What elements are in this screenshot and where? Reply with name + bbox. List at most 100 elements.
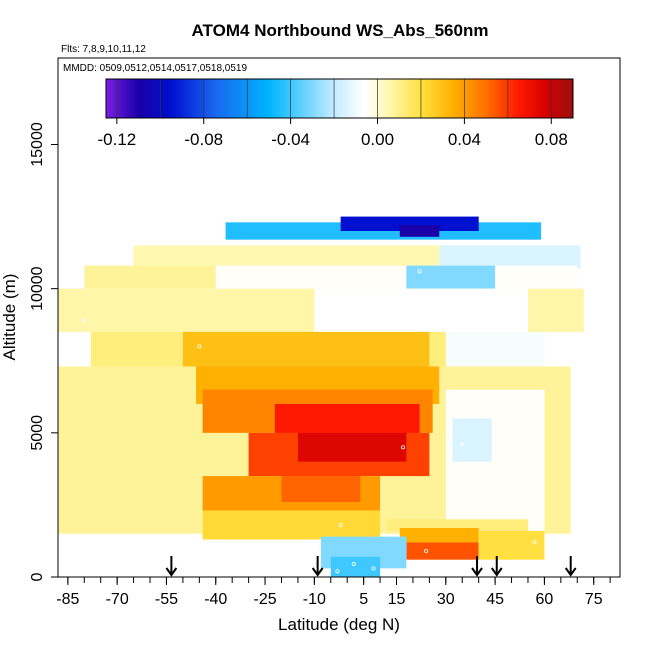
- heatmap-cell: [439, 245, 581, 269]
- colorbar-swatch: [526, 79, 530, 118]
- colorbar-swatch: [248, 79, 252, 118]
- colorbar: -0.12 -0.08 -0.04 0.00 0.04 0.08: [97, 78, 574, 149]
- colorbar-swatch: [360, 79, 364, 118]
- colorbar-swatch: [186, 79, 190, 118]
- colorbar-swatch: [233, 79, 237, 118]
- heatmap-cell: [314, 288, 528, 332]
- colorbar-swatch: [365, 79, 369, 118]
- colorbar-swatch: [464, 79, 468, 118]
- colorbar-swatch: [560, 79, 564, 118]
- y-tick-label: 15000: [29, 122, 46, 167]
- colorbar-frame: [105, 78, 574, 119]
- sample-point: [417, 269, 422, 274]
- colorbar-swatch: [383, 79, 387, 118]
- colorbar-swatch: [126, 79, 130, 118]
- colorbar-swatch: [482, 79, 486, 118]
- colorbar-swatch: [362, 79, 366, 118]
- colorbar-swatch: [406, 79, 411, 118]
- colorbar-swatch: [378, 79, 382, 118]
- sounding-arrow: [490, 556, 503, 577]
- colorbar-swatch: [425, 79, 429, 118]
- colorbar-swatch: [388, 79, 392, 118]
- sample-point: [532, 540, 537, 545]
- colorbar-swatch: [386, 79, 390, 118]
- colorbar-swatch: [427, 79, 431, 118]
- colorbar-swatch: [414, 79, 418, 118]
- colorbar-swatch: [331, 79, 335, 118]
- sample-point: [82, 318, 87, 323]
- colorbar-swatch: [357, 79, 361, 118]
- colorbar-swatch: [510, 79, 514, 118]
- sample-point: [401, 445, 406, 450]
- colorbar-swatch: [305, 79, 309, 118]
- colorbar-swatch: [547, 79, 551, 118]
- colorbar-swatch: [479, 79, 483, 118]
- colorbar-swatch: [544, 79, 548, 118]
- colorbar-swatch: [432, 79, 436, 118]
- colorbar-swatch: [300, 79, 304, 118]
- heatmap-cell: [297, 432, 407, 462]
- x-axis: -85 -70 -55 -40 -25 -10 5 15 30 45 60 75: [56, 577, 611, 608]
- colorbar-swatch: [199, 79, 203, 118]
- colorbar-swatch: [108, 79, 112, 118]
- colorbar-swatch: [471, 79, 475, 118]
- colorbar-swatch: [508, 79, 512, 118]
- colorbar-swatch: [458, 79, 462, 118]
- colorbar-swatch: [129, 79, 133, 118]
- heatmap-cell: [340, 216, 479, 231]
- sample-point: [433, 292, 438, 297]
- colorbar-swatch: [181, 79, 185, 118]
- colorbar-swatch: [445, 79, 449, 118]
- colorbar-swatch: [492, 79, 496, 118]
- colorbar-swatch: [552, 79, 556, 118]
- x-tick-label: -55: [155, 591, 178, 608]
- heatmap-cell: [182, 331, 430, 367]
- colorbar-swatch: [370, 79, 374, 118]
- sounding-arrow: [165, 556, 178, 577]
- sample-point: [371, 566, 376, 571]
- colorbar-swatch: [225, 79, 229, 118]
- colorbar-swatch: [334, 79, 338, 118]
- colorbar-swatch: [160, 79, 164, 118]
- colorbar-swatch: [523, 79, 527, 118]
- colorbar-swatch: [461, 79, 465, 118]
- x-tick-label: -85: [56, 591, 79, 608]
- colorbar-swatch: [539, 79, 543, 118]
- colorbar-swatch: [272, 79, 276, 118]
- colorbar-swatch: [565, 79, 569, 118]
- sample-point: [460, 442, 465, 447]
- colorbar-tick-label: 0.08: [535, 130, 568, 149]
- colorbar-swatch: [235, 79, 239, 118]
- colorbar-tick-label: 0.00: [361, 130, 394, 149]
- colorbar-swatch: [217, 79, 221, 118]
- y-tick-label: 0: [29, 572, 46, 581]
- colorbar-swatch: [269, 79, 273, 118]
- x-tick-label: -10: [303, 591, 326, 608]
- x-tick-label: 60: [536, 591, 554, 608]
- colorbar-swatch: [518, 79, 522, 118]
- colorbar-swatch: [342, 79, 346, 118]
- colorbar-swatch: [500, 79, 504, 118]
- sample-point: [335, 569, 340, 574]
- colorbar-swatch: [134, 79, 138, 118]
- colorbar-swatch: [326, 79, 330, 118]
- colorbar-swatch: [147, 79, 151, 118]
- colorbar-swatch: [355, 79, 359, 118]
- colorbar-tick-label: -0.08: [184, 130, 223, 149]
- sounding-arrow: [564, 556, 577, 577]
- sample-point: [443, 298, 448, 303]
- heatmap-cell: [445, 389, 545, 534]
- heatmap-cell: [281, 476, 361, 503]
- colorbar-swatch: [435, 79, 439, 118]
- colorbar-swatch: [404, 79, 408, 118]
- colorbar-swatch: [318, 79, 322, 118]
- colorbar-swatch: [567, 79, 571, 118]
- colorbar-swatch: [438, 79, 442, 118]
- y-axis-label: Altitude (m): [0, 274, 19, 361]
- colorbar-swatch: [118, 79, 123, 118]
- colorbar-swatch: [339, 79, 343, 118]
- colorbar-swatch: [266, 79, 270, 118]
- sample-points: [82, 269, 553, 574]
- heatmap-cell: [399, 527, 479, 543]
- sounding-arrow: [471, 556, 483, 577]
